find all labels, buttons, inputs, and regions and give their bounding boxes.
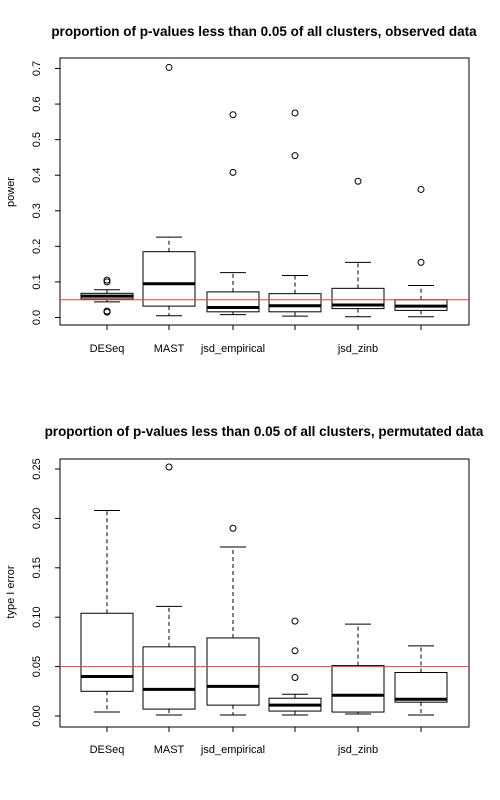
box-iqr (80, 612, 134, 692)
x-tick-label: MAST (154, 744, 185, 756)
outlier-point (103, 307, 111, 315)
x-tick-label: jsd_empirical (200, 343, 265, 355)
box-iqr (206, 637, 260, 706)
box-5 (331, 177, 385, 318)
x-tick-label: DESeq (90, 744, 125, 756)
y-tick-label: 0.10 (31, 606, 43, 627)
outlier-point (103, 278, 111, 286)
outlier-point (291, 647, 299, 655)
box-iqr (331, 287, 385, 310)
outlier-point (417, 258, 425, 266)
x-tick-label: DESeq (90, 343, 125, 355)
x-tick-label: jsd_zinb (337, 343, 378, 355)
box-6 (394, 185, 448, 318)
y-tick-label: 0.4 (31, 168, 43, 183)
y-tick-label: 0.00 (31, 705, 43, 726)
outlier-point (229, 168, 237, 176)
box-3 (206, 524, 260, 716)
box-iqr (142, 251, 196, 307)
box-4 (268, 617, 322, 716)
y-tick-label: 0.20 (31, 508, 43, 529)
outlier-point (165, 463, 173, 471)
chart-title: proportion of p-values less than 0.05 of… (51, 24, 477, 39)
y-tick-label: 0.05 (31, 656, 43, 677)
permutated-data-panel: proportion of p-values less than 0.05 of… (5, 424, 484, 756)
outlier-point (291, 617, 299, 625)
outlier-point (165, 63, 173, 71)
outlier-point (291, 673, 299, 681)
box-1 (80, 509, 134, 713)
plot-frame (59, 57, 470, 326)
box-iqr (268, 293, 322, 313)
plot-frame (59, 458, 470, 728)
outlier-point (354, 177, 362, 185)
y-tick-label: 0.5 (31, 132, 43, 147)
outlier-point (291, 152, 299, 160)
y-tick-label: 0.3 (31, 203, 43, 218)
box-iqr (331, 665, 385, 713)
x-tick-label: jsd_zinb (337, 744, 378, 756)
y-tick-label: 0.7 (31, 61, 43, 76)
box-iqr (142, 646, 196, 710)
y-tick-label: 0.15 (31, 557, 43, 578)
y-tick-label: 0.2 (31, 239, 43, 254)
box-1 (80, 276, 134, 316)
box-4 (268, 109, 322, 317)
box-3 (206, 111, 260, 316)
y-axis-label: power (5, 177, 17, 207)
y-tick-label: 0.25 (31, 458, 43, 479)
x-tick-label: jsd_empirical (200, 744, 265, 756)
y-tick-label: 0.1 (31, 274, 43, 289)
y-tick-label: 0.6 (31, 96, 43, 111)
box-5 (331, 623, 385, 715)
box-2 (142, 63, 196, 317)
box-2 (142, 463, 196, 716)
box-6 (394, 645, 448, 716)
x-tick-label: MAST (154, 343, 185, 355)
outlier-point (229, 111, 237, 119)
y-axis-label: type I error (5, 565, 17, 619)
observed-data-panel: proportion of p-values less than 0.05 of… (5, 24, 477, 355)
y-tick-label: 0.0 (31, 310, 43, 325)
outlier-point (291, 109, 299, 117)
outlier-point (417, 185, 425, 193)
box-iqr (394, 672, 448, 703)
outlier-point (229, 524, 237, 532)
chart-title: proportion of p-values less than 0.05 of… (45, 424, 484, 439)
